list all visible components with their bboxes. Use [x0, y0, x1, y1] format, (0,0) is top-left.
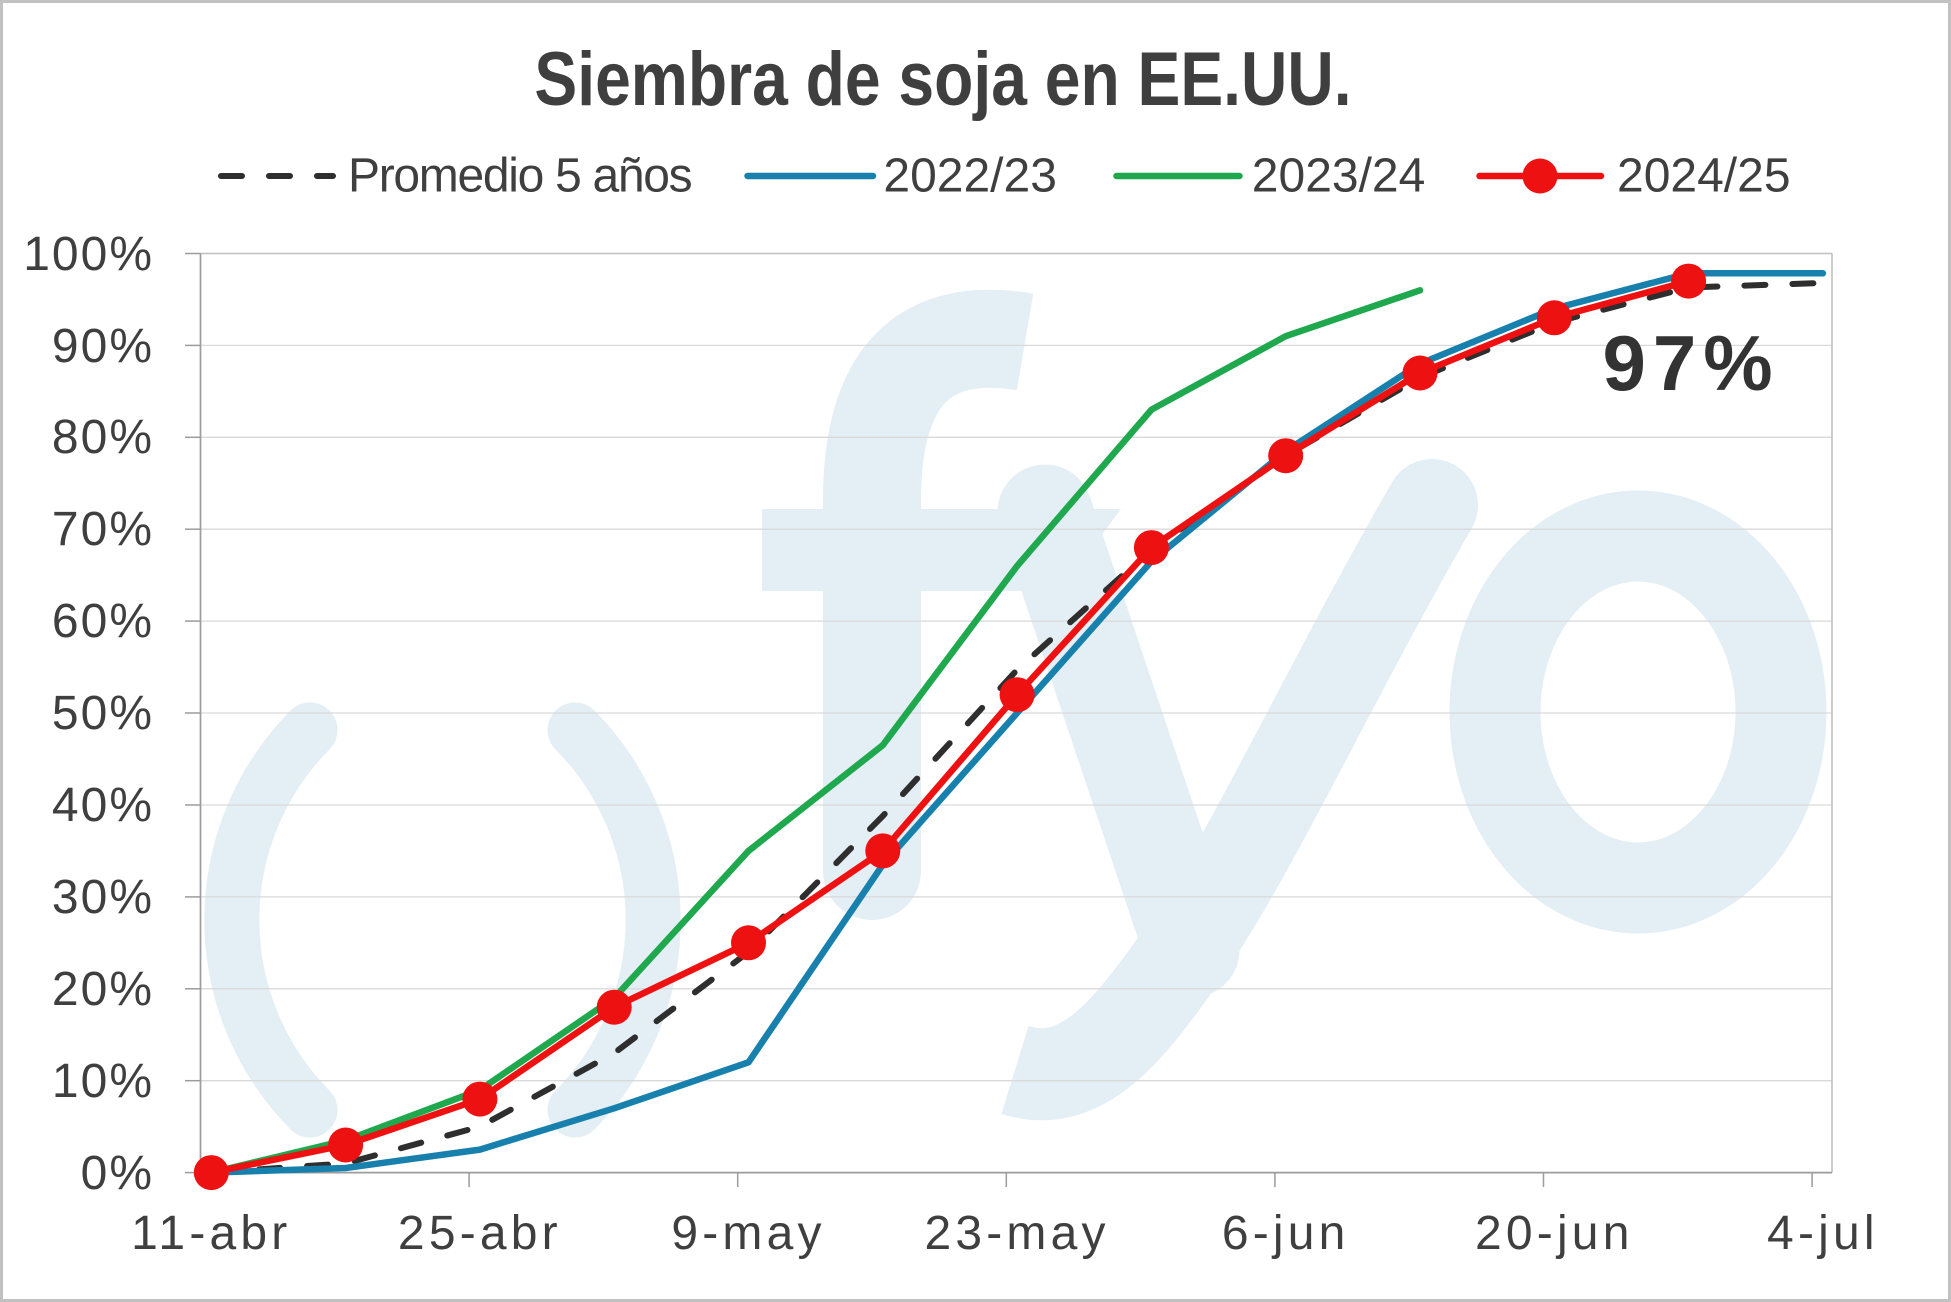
svg-text:20%: 20%: [52, 963, 154, 1016]
svg-text:40%: 40%: [52, 779, 154, 832]
svg-text:2024/25: 2024/25: [1617, 150, 1791, 203]
svg-text:10%: 10%: [52, 1055, 154, 1108]
svg-text:6-jun: 6-jun: [1222, 1207, 1350, 1260]
svg-text:90%: 90%: [52, 320, 154, 373]
svg-text:23-may: 23-may: [924, 1207, 1109, 1260]
svg-text:Promedio 5 años: Promedio 5 años: [348, 150, 692, 203]
svg-text:11-abr: 11-abr: [131, 1207, 291, 1260]
svg-text:80%: 80%: [52, 411, 154, 464]
svg-text:70%: 70%: [52, 503, 154, 556]
svg-text:30%: 30%: [52, 871, 154, 924]
svg-text:25-abr: 25-abr: [398, 1207, 562, 1260]
svg-text:2023/24: 2023/24: [1252, 150, 1426, 203]
svg-text:2022/23: 2022/23: [883, 150, 1057, 203]
svg-text:50%: 50%: [52, 687, 154, 740]
svg-text:60%: 60%: [52, 595, 154, 648]
svg-text:Siembra de soja en EE.UU.: Siembra de soja en EE.UU.: [534, 36, 1351, 121]
svg-text:4-jul: 4-jul: [1767, 1207, 1879, 1260]
svg-text:97%: 97%: [1602, 319, 1779, 407]
svg-text:20-jun: 20-jun: [1475, 1207, 1634, 1260]
svg-text:0%: 0%: [81, 1147, 154, 1200]
svg-text:9-may: 9-may: [671, 1207, 825, 1260]
svg-text:100%: 100%: [23, 228, 154, 281]
